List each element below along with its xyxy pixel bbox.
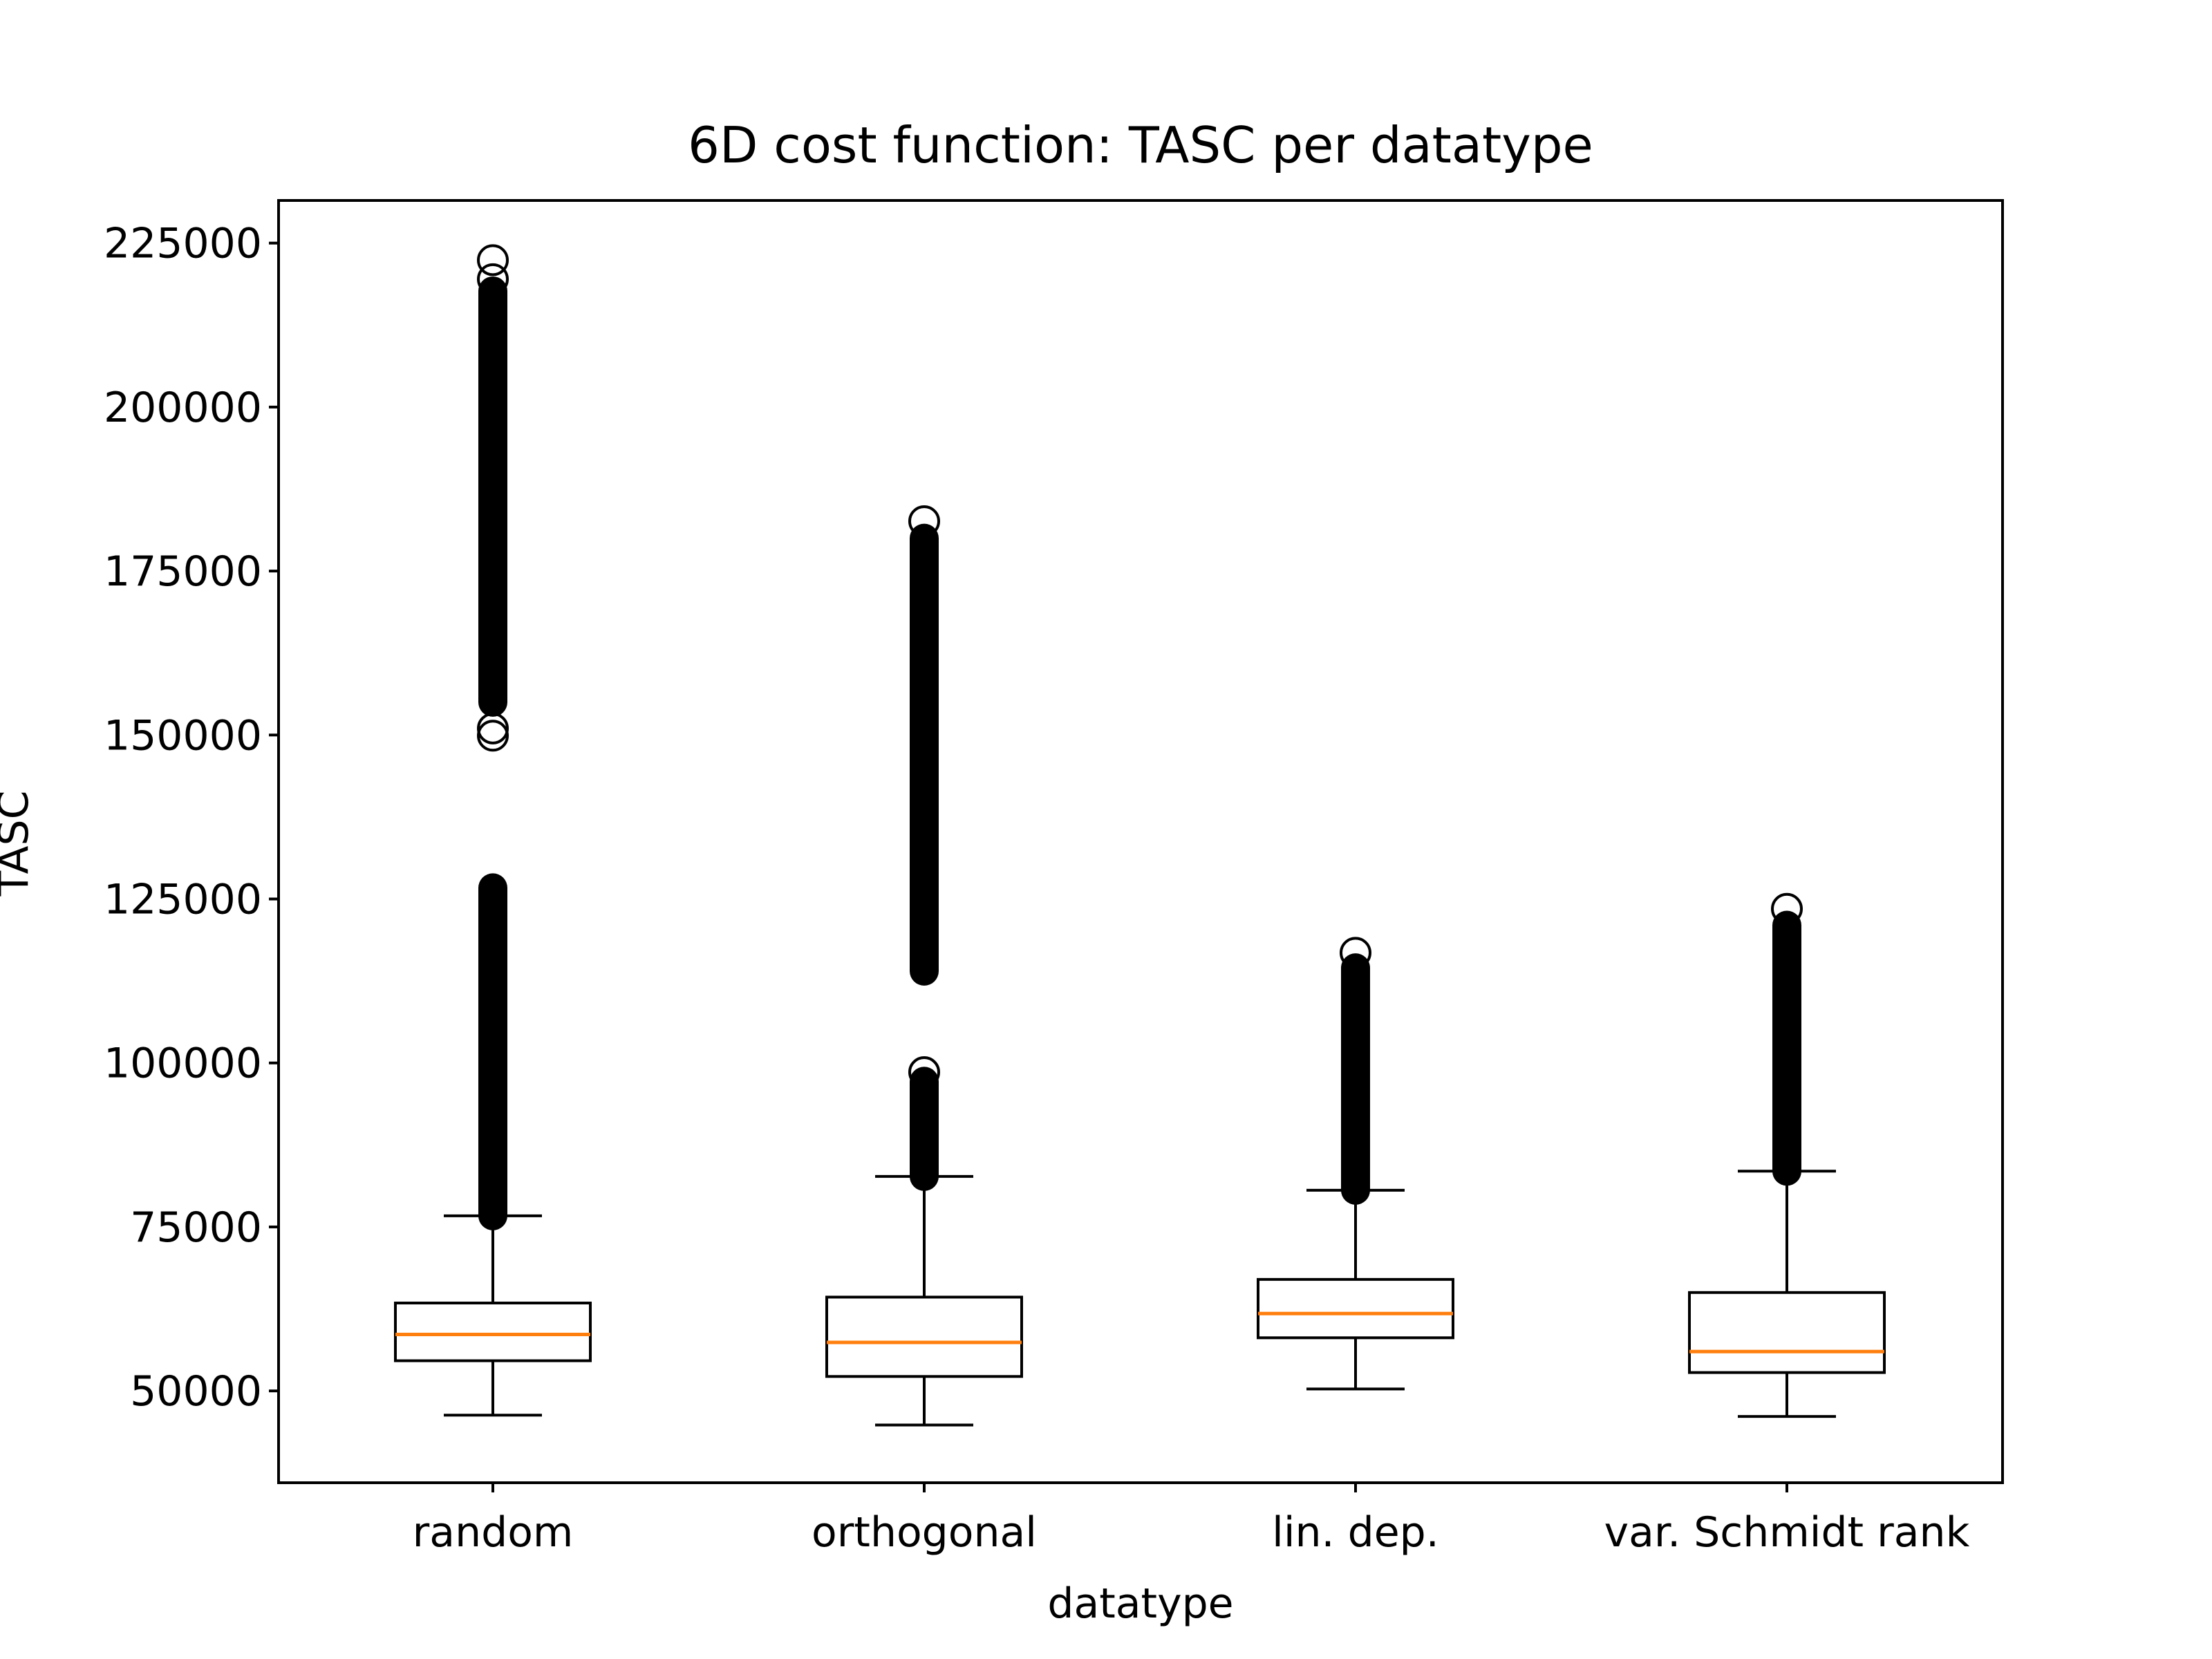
y-tick-label: 150000 (104, 711, 262, 760)
plot-area (394, 244, 1886, 1427)
outlier-point (908, 505, 940, 537)
outlier-point (477, 263, 509, 295)
x-tick-label: random (413, 1508, 574, 1557)
box-group (825, 505, 1023, 1427)
y-tick-label: 100000 (104, 1040, 262, 1088)
outlier-band (1341, 953, 1370, 1205)
outlier-point (477, 712, 509, 744)
x-axis-ticks: random orthogonal lin. dep. var. Schmidt ra… (413, 1483, 1970, 1557)
outlier-point (908, 1056, 940, 1089)
iqr-box (1257, 1277, 1454, 1340)
y-tick-label: 225000 (104, 220, 262, 268)
y-axis-ticks: 50000 75000 100000 125000 150000 175000 200000… (104, 220, 279, 1416)
outlier-band (1772, 910, 1801, 1186)
outlier-point (1340, 937, 1371, 969)
outlier-band (478, 276, 507, 717)
plot-frame (277, 199, 2004, 1484)
x-tick-label: lin. dep. (1272, 1508, 1439, 1557)
iqr-box (1688, 1291, 1886, 1374)
box-group (394, 244, 592, 1417)
x-tick-label: var. Schmidt rank (1604, 1508, 1970, 1557)
y-tick-label: 175000 (104, 547, 262, 596)
y-tick-label: 75000 (130, 1203, 262, 1252)
outlier-band (478, 873, 507, 1230)
outlier-point (1771, 892, 1803, 925)
iqr-box (825, 1295, 1023, 1378)
chart-title: 6D cost function: TASC per datatype (688, 116, 1593, 174)
x-axis-label: datatype (1047, 1580, 1233, 1628)
y-axis-label: TASC (0, 790, 38, 897)
outlier-point (477, 720, 509, 752)
y-tick-label: 50000 (130, 1367, 262, 1416)
outlier-point (477, 244, 509, 276)
iqr-box (394, 1302, 592, 1362)
outlier-band (910, 523, 939, 986)
x-tick-label: orthogonal (812, 1508, 1037, 1557)
y-tick-label: 200000 (104, 384, 262, 432)
outlier-band (910, 1067, 939, 1191)
y-tick-label: 125000 (104, 876, 262, 924)
box-group (1257, 937, 1454, 1391)
box-group (1688, 892, 1886, 1418)
